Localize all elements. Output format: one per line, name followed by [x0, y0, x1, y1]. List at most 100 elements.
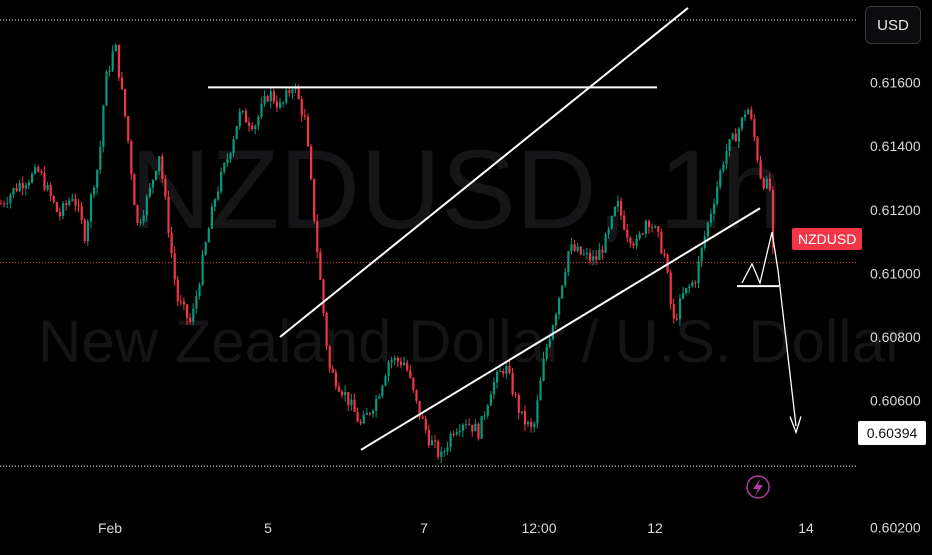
projection-path [741, 231, 797, 427]
candle-body [682, 293, 685, 299]
candle-body [719, 170, 722, 187]
candle-body [629, 237, 632, 244]
candle-body [316, 220, 319, 253]
candle-body [756, 137, 759, 161]
candle-body [164, 178, 167, 197]
candle-body [576, 246, 579, 251]
candle-body [158, 156, 161, 171]
candle-body [65, 203, 68, 205]
candle-body [331, 368, 334, 373]
candle-body [564, 271, 567, 286]
candle-body [297, 87, 300, 99]
candle-body [740, 117, 744, 129]
candle-body [285, 90, 288, 103]
time-tick-label: 12 [647, 520, 663, 536]
candle-body [139, 222, 142, 224]
candle-body [43, 172, 46, 190]
currency-button[interactable]: USD [865, 6, 921, 44]
price-tick-label: 0.60200 [870, 520, 921, 536]
candle-body [77, 205, 80, 207]
candle-body [108, 70, 111, 72]
candle-body [483, 415, 486, 417]
candle-body [241, 110, 244, 112]
candle-body [582, 253, 585, 255]
candle-body [31, 173, 34, 183]
candle-body [647, 221, 651, 227]
candle-body [375, 398, 378, 411]
candle-body [412, 377, 415, 390]
candle-body [592, 256, 595, 261]
candle-body [381, 385, 384, 397]
candle-body [489, 394, 492, 406]
candle-body [130, 141, 133, 175]
price-tick-label: 0.61400 [870, 138, 921, 154]
candle-body [601, 249, 604, 253]
candle-body [573, 244, 576, 251]
candle-body [548, 339, 551, 347]
candle-body [313, 178, 316, 221]
candle-body [179, 301, 182, 303]
drawings[interactable] [208, 7, 802, 451]
time-axis[interactable]: Feb 5 7 12:00 12 14 [98, 520, 814, 536]
candle-body [654, 226, 657, 228]
candle-body [465, 424, 468, 426]
candle-body [117, 44, 120, 78]
candle-body [83, 220, 86, 242]
candle-body [418, 401, 421, 417]
candle-body [15, 188, 18, 191]
candle-body [368, 413, 372, 415]
candle-body [437, 441, 440, 458]
candle-body [728, 139, 731, 151]
candle-body [71, 198, 74, 201]
candle-body [678, 298, 682, 320]
candle-body [341, 391, 344, 396]
candle-body [37, 167, 40, 172]
time-tick-label: Feb [98, 520, 122, 536]
candle-body [440, 451, 443, 458]
candle-body [607, 228, 610, 235]
watermark-name: New Zealand Dollar / U.S. Dollar [38, 308, 905, 375]
horizontal-levels[interactable] [0, 19, 858, 467]
candle-body [471, 424, 474, 432]
candle-body [434, 440, 437, 442]
candle-body [282, 102, 285, 104]
time-tick-label: 14 [798, 520, 814, 536]
candle-body [102, 105, 105, 147]
price-axis[interactable]: 0.61600 0.61400 0.61200 0.61000 0.60800 0.606… [870, 75, 921, 536]
candle-body [663, 253, 666, 255]
candle-body [254, 125, 257, 129]
candle-body [161, 156, 164, 179]
candle-body [40, 171, 43, 173]
candle-body [136, 205, 139, 223]
candle-body [744, 114, 747, 118]
candle-body [554, 314, 558, 326]
candle-body [561, 285, 564, 298]
lightning-icon[interactable] [746, 475, 770, 499]
candle-body [3, 203, 6, 205]
candle-body [167, 196, 170, 234]
candle-body [759, 160, 762, 179]
candle-body [337, 386, 341, 392]
candle-body [99, 146, 102, 171]
candle-body [644, 221, 647, 234]
candle-body [523, 411, 527, 425]
candle-body [589, 252, 592, 261]
candle-body [189, 317, 192, 322]
candle-body [232, 139, 235, 154]
candle-body [303, 115, 306, 117]
candle-body [458, 430, 461, 433]
candle-body [319, 252, 322, 280]
candle-body [120, 77, 124, 90]
candle-body [365, 413, 368, 415]
candle-body [486, 405, 489, 416]
candle-body [734, 133, 737, 142]
candle-body [697, 261, 700, 284]
candle-body [55, 202, 58, 212]
symbol-price-tag: NZDUSD [792, 228, 863, 250]
candle-body [520, 411, 523, 413]
candle-body [68, 200, 71, 205]
channel-upper-line [279, 7, 689, 338]
candle-body [18, 183, 21, 191]
